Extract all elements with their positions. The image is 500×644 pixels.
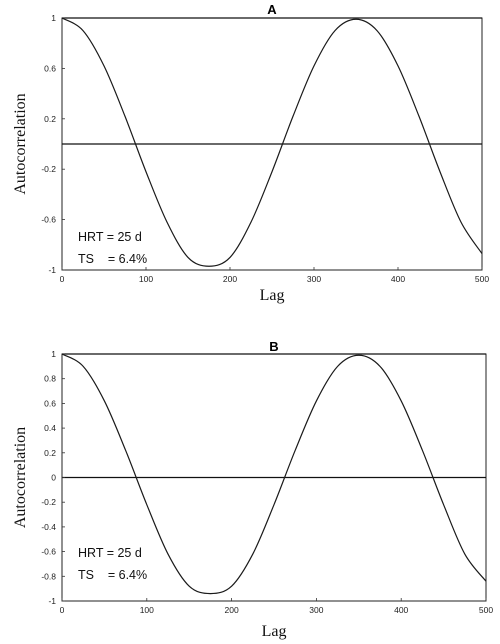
x-tick-label: 100	[140, 605, 154, 615]
y-tick-label: 0	[51, 473, 56, 483]
y-tick-label: -1	[48, 265, 56, 275]
y-tick-label: 0.2	[44, 448, 56, 458]
y-tick-label: 1	[51, 13, 56, 23]
y-tick-label: -0.2	[41, 497, 56, 507]
x-tick-label: 200	[223, 274, 237, 284]
y-tick-label: -0.8	[41, 571, 56, 581]
x-tick-label: 500	[475, 274, 489, 284]
x-tick-label: 0	[60, 605, 65, 615]
y-tick-label: 1	[51, 349, 56, 359]
autocorrelation-curve	[61, 17, 483, 267]
annotation-label: HRT = 25 d	[78, 546, 142, 560]
annotation-label: TS = 6.4%	[78, 252, 147, 266]
y-tick-label: -0.6	[41, 215, 56, 225]
panel-title: A	[267, 2, 277, 17]
x-tick-label: 0	[60, 274, 65, 284]
x-axis-title: Lag	[262, 623, 287, 640]
panel-title: B	[269, 339, 278, 354]
annotation-label: HRT = 25 d	[78, 230, 142, 244]
x-tick-label: 400	[391, 274, 405, 284]
y-tick-label: 0.4	[44, 423, 56, 433]
x-tick-label: 200	[225, 605, 239, 615]
annotation-label: TS = 6.4%	[78, 568, 147, 582]
y-tick-label: -1	[48, 596, 56, 606]
x-tick-label: 300	[307, 274, 321, 284]
autocorrelation-curve	[61, 353, 487, 595]
y-axis-title: Autocorrelation	[12, 93, 29, 194]
y-tick-label: 0.6	[44, 63, 56, 73]
x-tick-label: 100	[139, 274, 153, 284]
x-tick-label: 400	[394, 605, 408, 615]
y-tick-label: -0.2	[41, 164, 56, 174]
y-axis-title: Autocorrelation	[12, 427, 29, 528]
x-tick-label: 300	[309, 605, 323, 615]
x-tick-label: 500	[479, 605, 493, 615]
y-tick-label: -0.6	[41, 547, 56, 557]
y-tick-label: 0.2	[44, 114, 56, 124]
x-axis-title: Lag	[260, 287, 285, 304]
y-tick-label: 0.8	[44, 374, 56, 384]
y-tick-label: 0.6	[44, 398, 56, 408]
y-tick-label: -0.4	[41, 522, 56, 532]
